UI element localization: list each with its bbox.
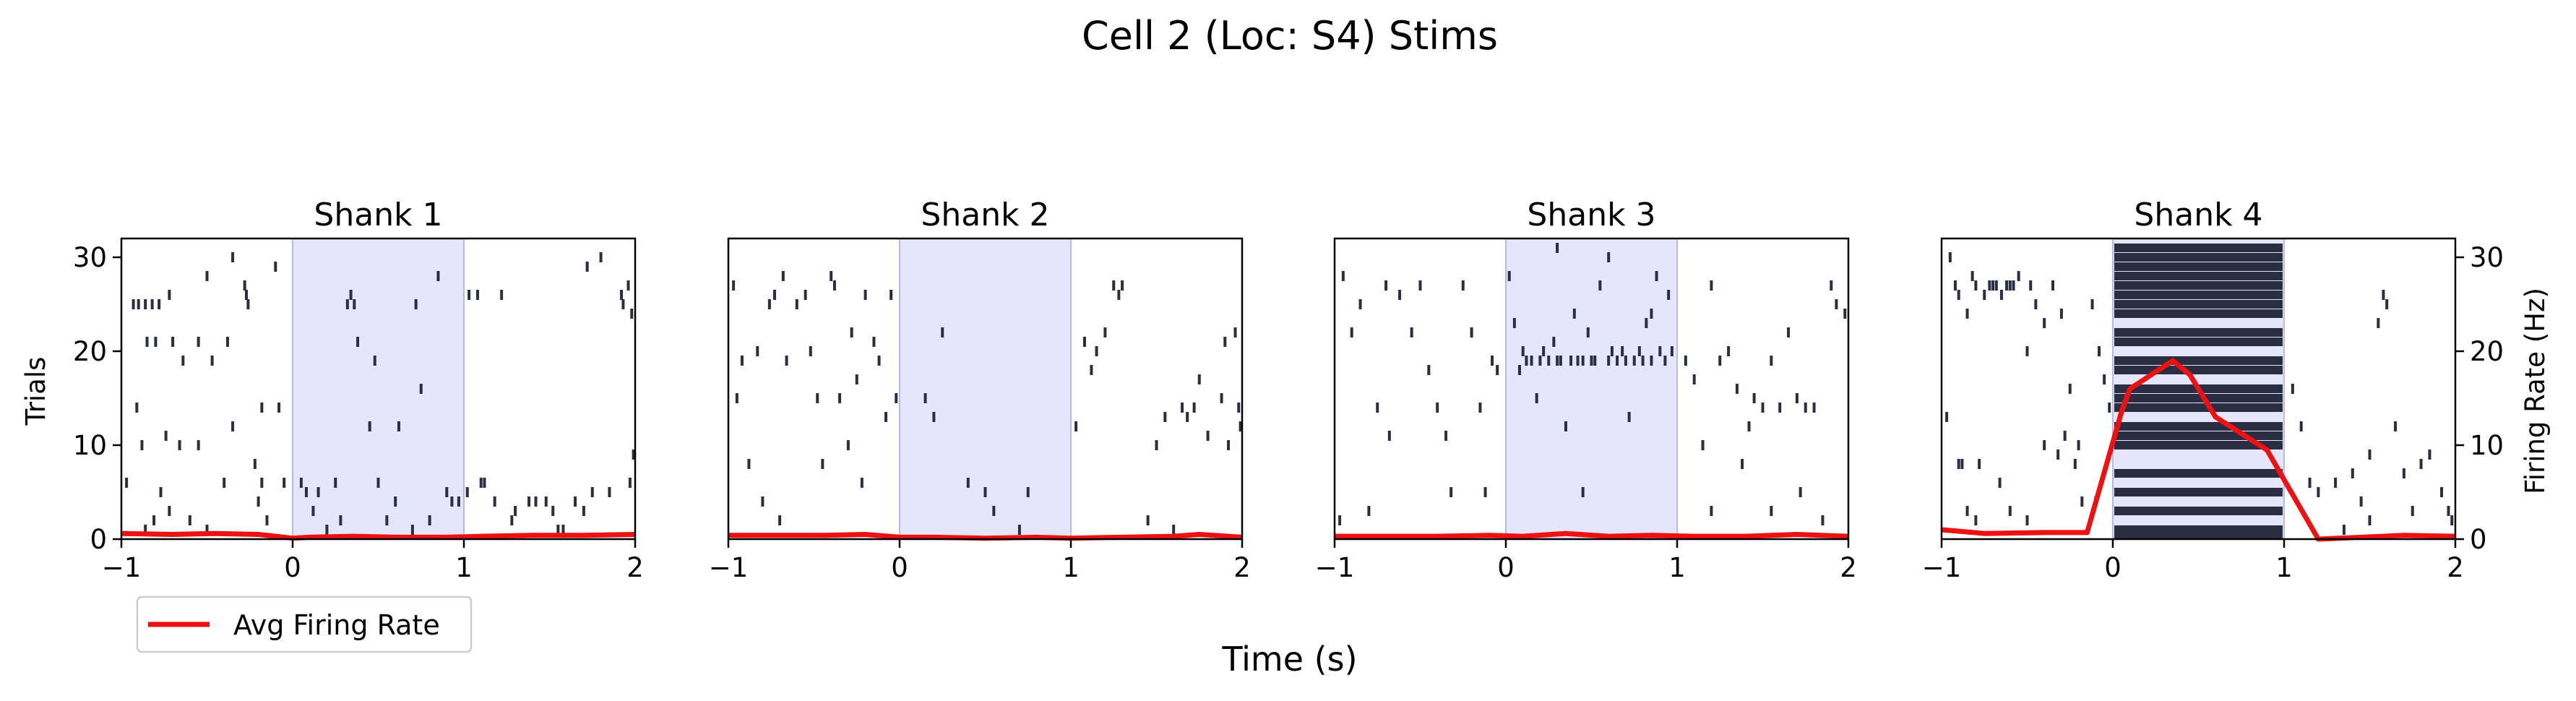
stim-window <box>292 238 465 540</box>
x-tick-label: −1 <box>1922 552 1962 583</box>
dense-spike-row <box>2114 281 2283 290</box>
x-tick-label: 0 <box>1497 552 1515 583</box>
y-tick-label: 30 <box>73 242 107 273</box>
legend-frame <box>136 595 473 653</box>
dense-spike-row <box>2114 291 2283 299</box>
panel-2: Shank 2 −1 0 1 2 <box>709 197 1251 583</box>
dense-spike-row <box>2114 300 2283 309</box>
figure-ylabel-left: Trials <box>20 357 51 426</box>
dense-spike-row <box>2114 337 2283 346</box>
dense-spike-row <box>2114 507 2283 515</box>
y2-tick-label: 30 <box>2470 242 2504 273</box>
dense-spike-row <box>2114 309 2283 318</box>
rate-line <box>121 530 636 541</box>
x-tick-label: 1 <box>455 552 473 583</box>
x-tick-label: 2 <box>1233 552 1251 583</box>
dense-spike-row <box>2114 530 2283 539</box>
x-tick-label: 2 <box>2447 552 2464 583</box>
panel-title: Shank 4 <box>2134 197 2262 233</box>
figure-xlabel: Time (s) <box>1221 640 1357 679</box>
x-tick-label: 0 <box>891 552 908 583</box>
rate-line <box>728 532 1243 541</box>
y-tick-label: 20 <box>73 336 107 367</box>
axes-frame <box>1940 237 2457 541</box>
dense-spike-row <box>2114 262 2283 271</box>
x-tick-label: 1 <box>1668 552 1686 583</box>
stim-window <box>1505 238 1678 540</box>
x-tick-label: −1 <box>102 552 142 583</box>
y2-tick-label: 0 <box>2470 524 2487 555</box>
panel-title: Shank 2 <box>921 197 1049 233</box>
y2-tick-label: 20 <box>2470 336 2504 367</box>
figure-suptitle: Cell 2 (Loc: S4) Stims <box>1082 13 1498 59</box>
y-tick-label: 0 <box>90 524 107 555</box>
panel-title: Shank 3 <box>1527 197 1655 233</box>
dense-spike-row <box>2114 469 2283 478</box>
x-tick-label: 2 <box>1840 552 1857 583</box>
x-tick-label: 0 <box>2104 552 2121 583</box>
axes-frame <box>727 237 1244 541</box>
x-tick-label: −1 <box>1315 552 1355 583</box>
dense-spike-row <box>2114 403 2283 412</box>
dense-spike-row <box>2114 244 2283 252</box>
axes-frame <box>120 237 637 541</box>
rate-line <box>1335 530 1849 539</box>
dense-spike-row <box>2114 366 2283 374</box>
axes-frame <box>1333 237 1850 541</box>
x-tick-label: −1 <box>709 552 749 583</box>
dense-spike-row <box>2114 441 2283 450</box>
dense-spike-row <box>2114 356 2283 365</box>
dense-spike-row <box>2114 253 2283 262</box>
dense-spike-row <box>2114 488 2283 496</box>
dense-spike-row <box>2114 431 2283 440</box>
figure-ylabel-right: Firing Rate (Hz) <box>2520 288 2551 494</box>
legend-label: Avg Firing Rate <box>233 609 440 641</box>
panel-3: Shank 3 −1 0 1 2 <box>1315 197 1857 583</box>
legend: Avg Firing Rate <box>136 595 473 653</box>
x-tick-label: 1 <box>2275 552 2293 583</box>
dense-spike-row <box>2114 328 2283 337</box>
y2-tick-label: 10 <box>2470 430 2504 461</box>
panel-title: Shank 1 <box>314 197 442 233</box>
dense-spike-row <box>2114 394 2283 403</box>
x-tick-label: 2 <box>626 552 644 583</box>
dense-spike-row <box>2114 422 2283 431</box>
x-tick-label: 0 <box>284 552 301 583</box>
y-tick-label: 10 <box>73 430 107 461</box>
x-tick-label: 1 <box>1062 552 1080 583</box>
dense-spike-row <box>2114 272 2283 280</box>
